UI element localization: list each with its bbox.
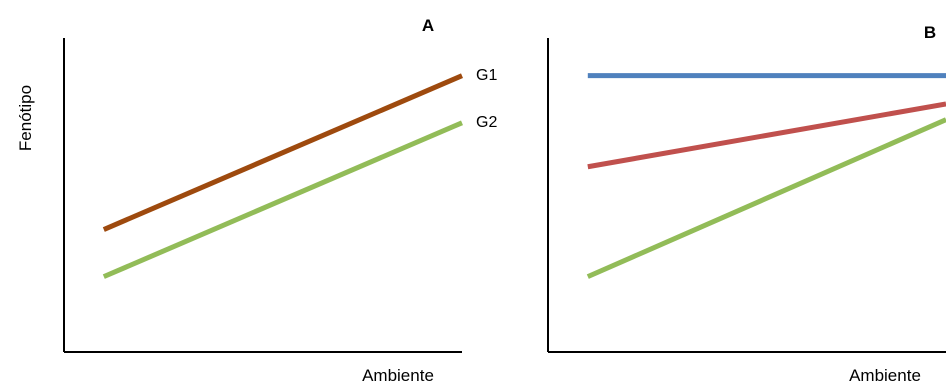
series-label-g1: G1 <box>476 67 497 84</box>
panel-label: A <box>422 16 434 35</box>
panel-label: B <box>924 23 936 42</box>
y-axis-title: Fenótipo <box>16 85 35 151</box>
x-axis-title: Ambiente <box>849 366 921 383</box>
x-axis-title: Ambiente <box>362 366 434 383</box>
series-line-g1 <box>102 73 463 232</box>
series-line-g2 <box>587 101 946 170</box>
series-line-g2 <box>102 120 463 279</box>
series-label-g2: G2 <box>476 114 497 131</box>
series-line-g3 <box>586 117 946 279</box>
